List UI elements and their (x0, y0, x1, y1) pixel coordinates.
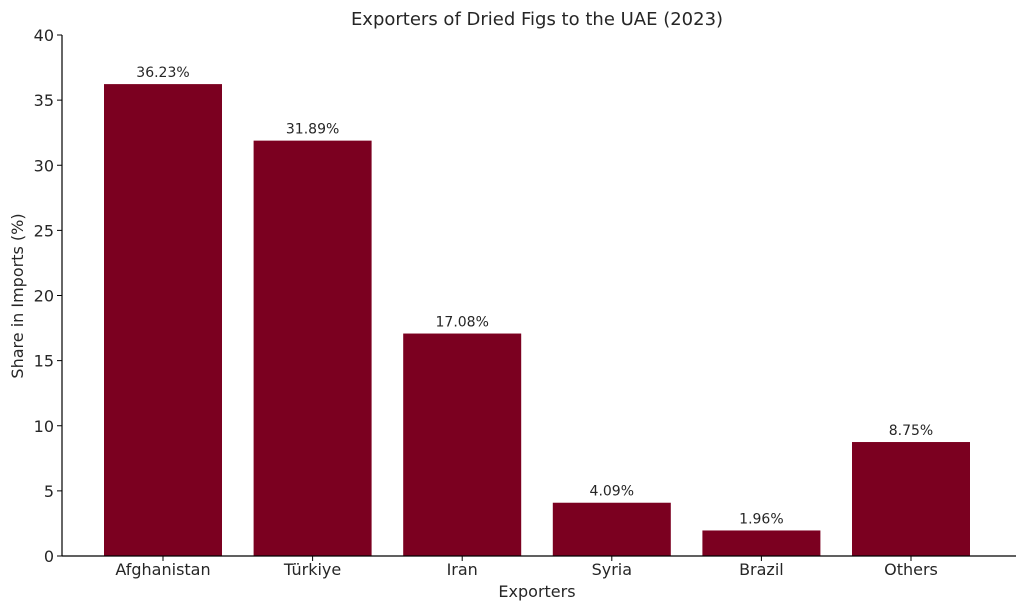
y-tick-label-5: 25 (34, 221, 54, 240)
bar-4 (702, 530, 821, 556)
y-tick-label-3: 15 (34, 352, 54, 371)
data-label-0: 36.23% (136, 65, 189, 81)
y-tick-label-8: 40 (34, 26, 54, 45)
bar-5 (852, 442, 970, 556)
bar-2 (403, 333, 522, 556)
y-tick-label-2: 10 (34, 417, 54, 436)
bar-0 (104, 84, 222, 556)
bars-layer (104, 84, 970, 556)
y-tick-label-1: 5 (44, 482, 54, 501)
y-tick-label-0: 0 (44, 547, 54, 566)
x-tick-label-5: Others (884, 560, 938, 579)
chart-title: Exporters of Dried Figs to the UAE (2023… (351, 9, 723, 30)
data-label-5: 8.75% (889, 423, 933, 439)
x-tick-label-4: Brazil (739, 560, 784, 579)
data-label-2: 17.08% (436, 315, 489, 331)
y-tick-label-7: 35 (34, 91, 54, 110)
y-tick-label-6: 30 (34, 156, 54, 175)
y-axis-label: Share in Imports (%) (8, 213, 27, 378)
x-tick-label-1: Türkiye (283, 560, 341, 579)
y-tick-label-4: 20 (34, 287, 54, 306)
x-tick-label-2: Iran (447, 560, 478, 579)
bar-1 (253, 140, 372, 556)
data-labels-layer: 36.23% 31.89% 17.08% 4.09% 1.96% 8.75% (136, 65, 933, 527)
x-tick-label-3: Syria (592, 560, 632, 579)
x-ticks-layer: Afghanistan Türkiye Iran Syria Brazil Others (115, 556, 938, 579)
data-label-4: 1.96% (739, 511, 783, 527)
data-label-3: 4.09% (590, 484, 634, 500)
y-ticks-layer: 0 5 10 15 20 25 30 35 40 (34, 26, 62, 566)
x-axis-label: Exporters (498, 582, 575, 601)
data-label-1: 31.89% (286, 122, 339, 138)
bar-3 (552, 502, 671, 556)
x-tick-label-0: Afghanistan (115, 560, 210, 579)
